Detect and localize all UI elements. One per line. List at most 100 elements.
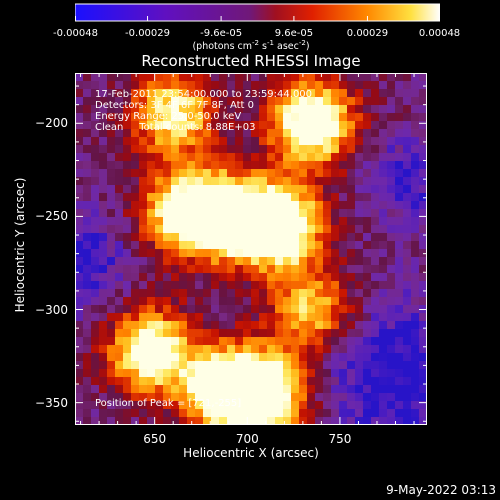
heatmap-cell: [371, 209, 380, 218]
heatmap-cell: [243, 305, 252, 314]
heatmap-cell: [355, 169, 364, 178]
heatmap-cell: [411, 89, 420, 98]
heatmap-cell: [323, 169, 332, 178]
heatmap-cell: [411, 129, 420, 138]
heatmap-cell: [267, 137, 276, 146]
colorbar-tick-label: -0.00048: [53, 28, 98, 39]
heatmap-cell: [387, 345, 396, 354]
heatmap-cell: [331, 289, 340, 298]
heatmap-cell: [379, 89, 388, 98]
heatmap-cell: [339, 409, 348, 418]
heatmap-cell: [355, 209, 364, 218]
heatmap-cell: [355, 273, 364, 282]
heatmap-cell: [75, 329, 84, 338]
heatmap-cell: [155, 265, 164, 274]
heatmap-cell: [91, 169, 100, 178]
heatmap-cell: [307, 345, 316, 354]
heatmap-cell: [187, 409, 196, 418]
heatmap-cell: [395, 409, 404, 418]
heatmap-cell: [307, 409, 316, 418]
heatmap-cell: [235, 337, 244, 346]
heatmap-cell: [243, 153, 252, 162]
heatmap-cell: [107, 137, 116, 146]
heatmap-cell: [227, 89, 236, 98]
heatmap-cell: [99, 377, 108, 386]
heatmap-cell: [315, 345, 324, 354]
heatmap-cell: [147, 305, 156, 314]
heatmap-cell: [419, 113, 427, 122]
heatmap-cell: [299, 105, 308, 114]
heatmap-cell: [307, 121, 316, 130]
heatmap-cell: [379, 201, 388, 210]
heatmap-cell: [123, 273, 132, 282]
heatmap-cell: [251, 81, 260, 90]
heatmap-cell: [211, 385, 220, 394]
heatmap-cell: [179, 105, 188, 114]
heatmap-cell: [211, 113, 220, 122]
heatmap-cell: [187, 185, 196, 194]
heatmap-cell: [83, 417, 92, 425]
heatmap-cell: [155, 361, 164, 370]
heatmap-cell: [179, 353, 188, 362]
heatmap-cell: [123, 377, 132, 386]
heatmap-cell: [155, 89, 164, 98]
heatmap-cell: [371, 313, 380, 322]
heatmap-cell: [83, 369, 92, 378]
heatmap-cell: [163, 137, 172, 146]
heatmap-cell: [147, 401, 156, 410]
heatmap-cell: [339, 209, 348, 218]
heatmap-cell: [355, 153, 364, 162]
heatmap-cell: [339, 193, 348, 202]
heatmap-cell: [387, 129, 396, 138]
heatmap-cell: [219, 217, 228, 226]
heatmap-cell: [363, 369, 372, 378]
heatmap-cell: [243, 249, 252, 258]
heatmap-cell: [139, 241, 148, 250]
heatmap-cell: [155, 145, 164, 154]
heatmap-cell: [379, 257, 388, 266]
heatmap-cell: [299, 401, 308, 410]
heatmap-cell: [371, 233, 380, 242]
heatmap-cell: [371, 145, 380, 154]
heatmap-cell: [211, 145, 220, 154]
heatmap-cell: [211, 105, 220, 114]
heatmap-cell: [323, 113, 332, 122]
heatmap-cell: [115, 137, 124, 146]
heatmap-cell: [363, 169, 372, 178]
heatmap-cell: [203, 113, 212, 122]
heatmap-cell: [131, 409, 140, 418]
heatmap-cell: [147, 409, 156, 418]
heatmap-cell: [291, 393, 300, 402]
heatmap-cell: [387, 209, 396, 218]
heatmap-cell: [363, 249, 372, 258]
heatmap-cell: [379, 417, 388, 425]
heatmap-cell: [107, 313, 116, 322]
heatmap-cell: [203, 353, 212, 362]
heatmap-cell: [403, 329, 412, 338]
heatmap-cell: [395, 153, 404, 162]
heatmap-cell: [123, 73, 132, 82]
heatmap-cell: [275, 409, 284, 418]
heatmap-cell: [395, 81, 404, 90]
heatmap-cell: [83, 313, 92, 322]
heatmap-cell: [395, 177, 404, 186]
heatmap-cell: [227, 161, 236, 170]
heatmap-cell: [403, 161, 412, 170]
heatmap-cell: [91, 401, 100, 410]
heatmap-cell: [147, 241, 156, 250]
heatmap-cell: [419, 377, 427, 386]
heatmap-cell: [275, 417, 284, 425]
heatmap-cell: [243, 129, 252, 138]
heatmap-cell: [331, 137, 340, 146]
heatmap-cell: [235, 113, 244, 122]
heatmap-cell: [403, 369, 412, 378]
heatmap-cell: [307, 281, 316, 290]
heatmap-cell: [307, 233, 316, 242]
heatmap-cell: [139, 145, 148, 154]
heatmap-cell: [323, 377, 332, 386]
heatmap-cell: [323, 161, 332, 170]
heatmap-cell: [155, 241, 164, 250]
heatmap-cell: [299, 169, 308, 178]
heatmap-cell: [155, 417, 164, 425]
heatmap-cell: [115, 201, 124, 210]
